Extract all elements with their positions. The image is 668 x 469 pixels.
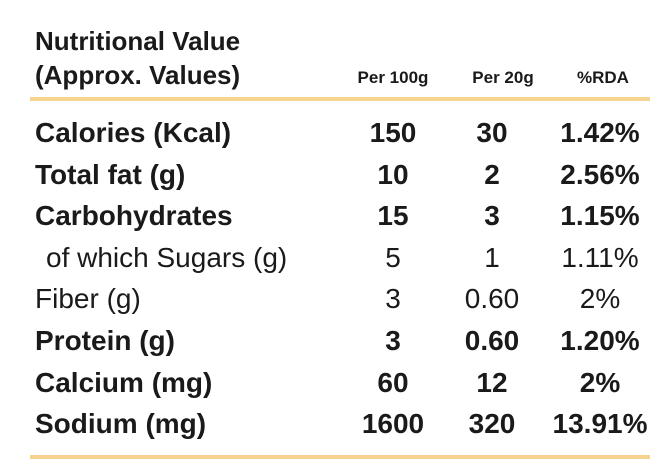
column-header: Per 100g xyxy=(357,68,429,87)
nutrient-value: 0.60 xyxy=(464,283,520,315)
nutrient-value: 3 xyxy=(385,325,401,356)
table-row: Calcium (mg) 60 12 2% xyxy=(0,363,668,403)
nutrient-value: 3 xyxy=(385,283,401,315)
nutrient-name: Calcium (mg) xyxy=(35,366,213,398)
table-row: Sodium (mg) 1600 320 13.91% xyxy=(0,404,668,444)
nutrient-name: Protein (g) xyxy=(35,325,175,356)
nutrient-name: Carbohydrates xyxy=(35,200,233,232)
nutrient-value: 12 xyxy=(476,366,508,398)
nutrient-value: 60 xyxy=(377,366,409,398)
divider xyxy=(30,455,650,459)
nutrient-value: 2% xyxy=(579,283,621,315)
nutrient-value: 15 xyxy=(377,200,409,232)
table-row: Total fat (g) 10 2 2.56% xyxy=(0,155,668,195)
nutrient-value: 1600 xyxy=(361,408,425,440)
table-row: Calories (Kcal) 150 30 1.42% xyxy=(0,113,668,153)
nutrient-value: 1.42% xyxy=(560,117,640,148)
nutrient-value: 13.91% xyxy=(552,408,648,440)
nutrient-value: 2.56% xyxy=(560,158,640,190)
nutrient-value: 30 xyxy=(476,117,508,148)
column-header: Per 20g xyxy=(472,68,534,87)
table-row: Protein (g) 3 0.60 1.20% xyxy=(0,321,668,361)
nutrient-value: 3 xyxy=(484,200,500,232)
column-header: %RDA xyxy=(577,68,629,87)
title: Nutritional Value xyxy=(35,26,241,56)
nutrient-value: 5 xyxy=(385,241,401,273)
nutrient-value: 0.60 xyxy=(464,325,520,356)
nutrient-name: Calories (Kcal) xyxy=(35,117,232,148)
nutrient-value: 1 xyxy=(484,241,500,273)
table-row: of which Sugars (g) 5 1 1.11% xyxy=(0,238,668,278)
divider xyxy=(30,97,650,101)
nutrient-value: 2% xyxy=(579,366,621,398)
nutrient-name: of which Sugars (g) xyxy=(46,241,288,273)
nutrient-value: 150 xyxy=(369,117,417,148)
table-row: Carbohydrates 15 3 1.15% xyxy=(0,196,668,236)
nutrient-value: 2 xyxy=(484,158,500,190)
nutrient-name: Total fat (g) xyxy=(35,158,186,190)
nutrient-value: 320 xyxy=(468,408,516,440)
nutrient-value: 1.11% xyxy=(561,241,639,273)
nutrient-name: Sodium (mg) xyxy=(35,408,207,440)
nutrient-value: 1.20% xyxy=(560,325,640,356)
table-row: Fiber (g) 3 0.60 2% xyxy=(0,279,668,319)
nutrient-value: 10 xyxy=(377,158,409,190)
nutrient-value: 1.15% xyxy=(560,200,640,232)
subtitle: (Approx. Values) xyxy=(35,60,241,90)
nutrient-name: Fiber (g) xyxy=(35,283,141,315)
